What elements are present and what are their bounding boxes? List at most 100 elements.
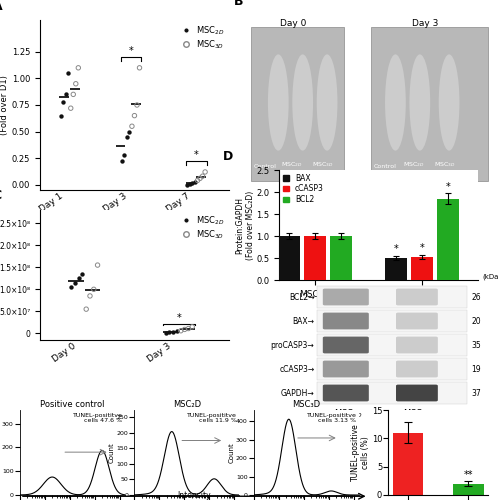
Point bbox=[67, 283, 75, 291]
Point bbox=[130, 112, 138, 120]
Text: *: * bbox=[394, 244, 399, 254]
Text: Intensity: Intensity bbox=[177, 491, 211, 500]
Text: BAX→: BAX→ bbox=[292, 316, 314, 326]
Point bbox=[62, 90, 70, 98]
Point bbox=[194, 176, 202, 184]
Point bbox=[72, 80, 80, 88]
Text: (kDa): (kDa) bbox=[482, 274, 498, 280]
Legend: BAX, cCASP3, BCL2: BAX, cCASP3, BCL2 bbox=[283, 174, 324, 204]
Bar bbox=[278, 236, 300, 280]
Point bbox=[59, 98, 67, 106]
Point bbox=[189, 178, 197, 186]
Legend: MSC$_{2D}$, MSC$_{3D}$: MSC$_{2D}$, MSC$_{3D}$ bbox=[177, 24, 225, 51]
Text: 35: 35 bbox=[471, 340, 481, 349]
Point bbox=[69, 90, 77, 98]
Bar bbox=[453, 484, 484, 495]
Ellipse shape bbox=[409, 54, 430, 150]
Ellipse shape bbox=[317, 54, 338, 150]
Point bbox=[173, 327, 181, 335]
FancyBboxPatch shape bbox=[323, 312, 369, 330]
Point bbox=[90, 286, 98, 294]
Bar bbox=[317, 358, 467, 380]
Point bbox=[64, 69, 72, 77]
Point bbox=[199, 172, 207, 180]
Text: proCASP3→: proCASP3→ bbox=[271, 340, 314, 349]
Bar bbox=[385, 258, 407, 280]
Point bbox=[82, 305, 90, 313]
Point bbox=[162, 328, 170, 336]
Point bbox=[196, 174, 204, 182]
Point bbox=[118, 158, 126, 166]
Point bbox=[135, 64, 143, 72]
Text: MSC$_{3D}$: MSC$_{3D}$ bbox=[312, 160, 334, 169]
Text: MSC$_{2D}$: MSC$_{2D}$ bbox=[281, 160, 302, 169]
Point bbox=[71, 278, 79, 286]
Text: *: * bbox=[446, 182, 451, 192]
Ellipse shape bbox=[268, 54, 289, 150]
Point bbox=[125, 128, 133, 136]
FancyBboxPatch shape bbox=[323, 288, 369, 306]
Text: GAPDH→: GAPDH→ bbox=[281, 388, 314, 398]
Point bbox=[79, 270, 87, 278]
Text: MSC$_{2D}$: MSC$_{2D}$ bbox=[403, 160, 424, 169]
Point bbox=[183, 180, 191, 188]
Point bbox=[181, 326, 189, 334]
Point bbox=[191, 178, 199, 186]
Text: MSC$_{3D}$: MSC$_{3D}$ bbox=[434, 160, 456, 169]
Text: *: * bbox=[420, 243, 425, 253]
FancyBboxPatch shape bbox=[323, 384, 369, 402]
Text: Control: Control bbox=[374, 164, 396, 169]
Point bbox=[128, 122, 136, 130]
Point bbox=[67, 104, 75, 112]
Text: MSC$_{3D}$: MSC$_{3D}$ bbox=[403, 408, 431, 420]
Text: TUNEL-posititve
cells 11.9 %: TUNEL-posititve cells 11.9 % bbox=[187, 412, 237, 424]
Text: MSC$_{2D}$: MSC$_{2D}$ bbox=[334, 408, 362, 420]
Text: 20: 20 bbox=[471, 316, 481, 326]
Title: MSC₂D: MSC₂D bbox=[173, 400, 201, 409]
Ellipse shape bbox=[439, 54, 460, 150]
Bar bbox=[393, 432, 423, 495]
Point bbox=[184, 324, 192, 332]
Point bbox=[201, 168, 209, 176]
Y-axis label: TUNEL-positive
cells (%): TUNEL-positive cells (%) bbox=[351, 424, 371, 482]
Text: TUNEL-posititve
cells 47.6 %: TUNEL-posititve cells 47.6 % bbox=[73, 412, 123, 424]
FancyBboxPatch shape bbox=[396, 384, 438, 402]
FancyBboxPatch shape bbox=[396, 312, 438, 330]
Bar bbox=[317, 310, 467, 332]
Bar bbox=[317, 382, 467, 404]
Bar bbox=[330, 236, 352, 280]
Bar bbox=[437, 198, 459, 280]
Point bbox=[121, 151, 128, 159]
Y-axis label: Count: Count bbox=[229, 442, 235, 463]
Text: *: * bbox=[128, 46, 133, 56]
Text: C: C bbox=[0, 189, 1, 202]
Point bbox=[123, 133, 131, 141]
Ellipse shape bbox=[385, 54, 406, 150]
Text: 19: 19 bbox=[471, 364, 481, 374]
Point bbox=[186, 180, 194, 188]
Text: D: D bbox=[223, 150, 234, 164]
FancyBboxPatch shape bbox=[323, 360, 369, 378]
Bar bbox=[317, 286, 467, 308]
Text: Day 3: Day 3 bbox=[411, 18, 438, 28]
Text: BCL2→: BCL2→ bbox=[289, 292, 314, 302]
Bar bbox=[411, 257, 433, 280]
Title: Positive control: Positive control bbox=[40, 400, 105, 409]
FancyBboxPatch shape bbox=[396, 336, 438, 353]
Text: cCASP3→: cCASP3→ bbox=[279, 364, 314, 374]
Y-axis label: Count: Count bbox=[109, 442, 115, 463]
Text: Day 0: Day 0 bbox=[280, 18, 306, 28]
Y-axis label: Protein:GAPDH
(Fold over MSC₂D): Protein:GAPDH (Fold over MSC₂D) bbox=[235, 190, 254, 260]
Point bbox=[94, 261, 102, 269]
Text: 26: 26 bbox=[471, 292, 481, 302]
FancyBboxPatch shape bbox=[396, 360, 438, 378]
Point bbox=[165, 328, 173, 336]
Text: A: A bbox=[0, 0, 2, 13]
Legend: MSC$_{2D}$, MSC$_{3D}$: MSC$_{2D}$, MSC$_{3D}$ bbox=[177, 214, 225, 241]
Text: 37: 37 bbox=[471, 388, 481, 398]
Y-axis label: % of human DNA
(Fold over D1): % of human DNA (Fold over D1) bbox=[0, 69, 9, 141]
Point bbox=[75, 274, 83, 282]
Point bbox=[177, 326, 185, 334]
Point bbox=[169, 328, 177, 336]
Point bbox=[133, 101, 141, 109]
